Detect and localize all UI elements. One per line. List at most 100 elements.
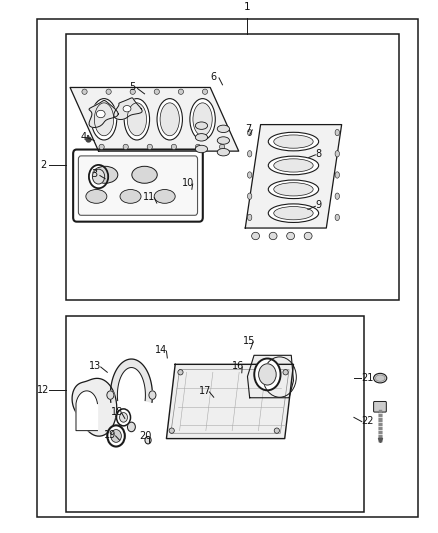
Ellipse shape	[169, 428, 174, 433]
Ellipse shape	[335, 130, 339, 136]
Ellipse shape	[171, 144, 177, 150]
Bar	[66, 316, 364, 512]
Polygon shape	[72, 378, 117, 436]
Ellipse shape	[274, 135, 313, 148]
Ellipse shape	[160, 103, 180, 136]
Ellipse shape	[123, 106, 131, 112]
Circle shape	[111, 430, 121, 442]
Ellipse shape	[96, 110, 105, 118]
Ellipse shape	[120, 190, 141, 203]
Ellipse shape	[247, 130, 252, 136]
Ellipse shape	[92, 99, 117, 140]
Ellipse shape	[335, 193, 339, 199]
Ellipse shape	[178, 89, 184, 94]
Ellipse shape	[106, 89, 111, 94]
Ellipse shape	[130, 89, 135, 94]
Ellipse shape	[154, 89, 159, 94]
Ellipse shape	[286, 232, 295, 240]
Text: 7: 7	[246, 124, 252, 134]
Text: 12: 12	[37, 385, 49, 395]
Ellipse shape	[269, 232, 277, 240]
Text: 9: 9	[316, 200, 322, 210]
Ellipse shape	[251, 232, 259, 240]
Ellipse shape	[375, 375, 385, 381]
Ellipse shape	[274, 207, 313, 220]
Text: 8: 8	[316, 149, 322, 159]
Ellipse shape	[247, 151, 252, 157]
Text: 11: 11	[143, 192, 155, 201]
Text: 3: 3	[92, 169, 98, 180]
Polygon shape	[110, 359, 152, 402]
Text: 20: 20	[140, 432, 152, 441]
Circle shape	[120, 413, 127, 422]
Ellipse shape	[95, 103, 114, 136]
Ellipse shape	[219, 144, 225, 150]
Circle shape	[254, 359, 280, 390]
FancyBboxPatch shape	[78, 156, 198, 215]
Circle shape	[92, 169, 105, 184]
Ellipse shape	[86, 190, 107, 203]
Ellipse shape	[195, 144, 201, 150]
Text: 15: 15	[243, 336, 255, 346]
Ellipse shape	[335, 214, 339, 221]
Ellipse shape	[99, 144, 104, 150]
Ellipse shape	[124, 99, 149, 140]
Ellipse shape	[193, 103, 212, 136]
Ellipse shape	[247, 193, 252, 199]
Ellipse shape	[268, 156, 319, 175]
Circle shape	[89, 165, 108, 188]
Text: 10: 10	[182, 178, 194, 188]
Circle shape	[127, 422, 135, 432]
Ellipse shape	[157, 99, 183, 140]
Ellipse shape	[178, 370, 183, 375]
Polygon shape	[166, 365, 293, 439]
Ellipse shape	[92, 166, 118, 183]
Circle shape	[258, 364, 276, 385]
Ellipse shape	[268, 204, 319, 222]
Ellipse shape	[268, 132, 319, 151]
Text: 18: 18	[111, 407, 124, 417]
Ellipse shape	[195, 146, 208, 153]
Text: 4: 4	[81, 132, 87, 142]
Circle shape	[117, 409, 131, 426]
Ellipse shape	[154, 190, 175, 203]
Polygon shape	[70, 87, 239, 151]
Ellipse shape	[335, 151, 339, 157]
Text: 13: 13	[89, 361, 102, 371]
Ellipse shape	[374, 373, 387, 383]
Text: 21: 21	[362, 373, 374, 383]
Ellipse shape	[202, 89, 208, 94]
Bar	[66, 35, 399, 300]
Text: 2: 2	[40, 160, 46, 171]
Text: 14: 14	[155, 345, 167, 355]
Ellipse shape	[268, 180, 319, 199]
Text: 22: 22	[362, 416, 374, 425]
Text: 17: 17	[199, 386, 211, 396]
Ellipse shape	[247, 214, 252, 221]
Ellipse shape	[217, 137, 230, 144]
FancyBboxPatch shape	[374, 401, 386, 412]
Text: 5: 5	[129, 83, 135, 92]
Ellipse shape	[283, 370, 288, 375]
Ellipse shape	[132, 166, 157, 183]
Circle shape	[107, 425, 125, 447]
Text: 6: 6	[211, 72, 217, 82]
Ellipse shape	[274, 159, 313, 172]
Ellipse shape	[195, 134, 208, 141]
Polygon shape	[247, 356, 293, 398]
Ellipse shape	[217, 125, 230, 133]
Ellipse shape	[247, 172, 252, 178]
Bar	[37, 19, 418, 517]
Ellipse shape	[82, 89, 87, 94]
Circle shape	[107, 391, 114, 399]
Ellipse shape	[274, 183, 313, 196]
Ellipse shape	[274, 428, 279, 433]
Ellipse shape	[147, 144, 152, 150]
Ellipse shape	[304, 232, 312, 240]
Circle shape	[149, 391, 156, 399]
Text: 1: 1	[244, 2, 251, 12]
Polygon shape	[89, 101, 118, 127]
Text: 19: 19	[104, 430, 117, 440]
Ellipse shape	[335, 172, 339, 178]
Ellipse shape	[195, 122, 208, 130]
